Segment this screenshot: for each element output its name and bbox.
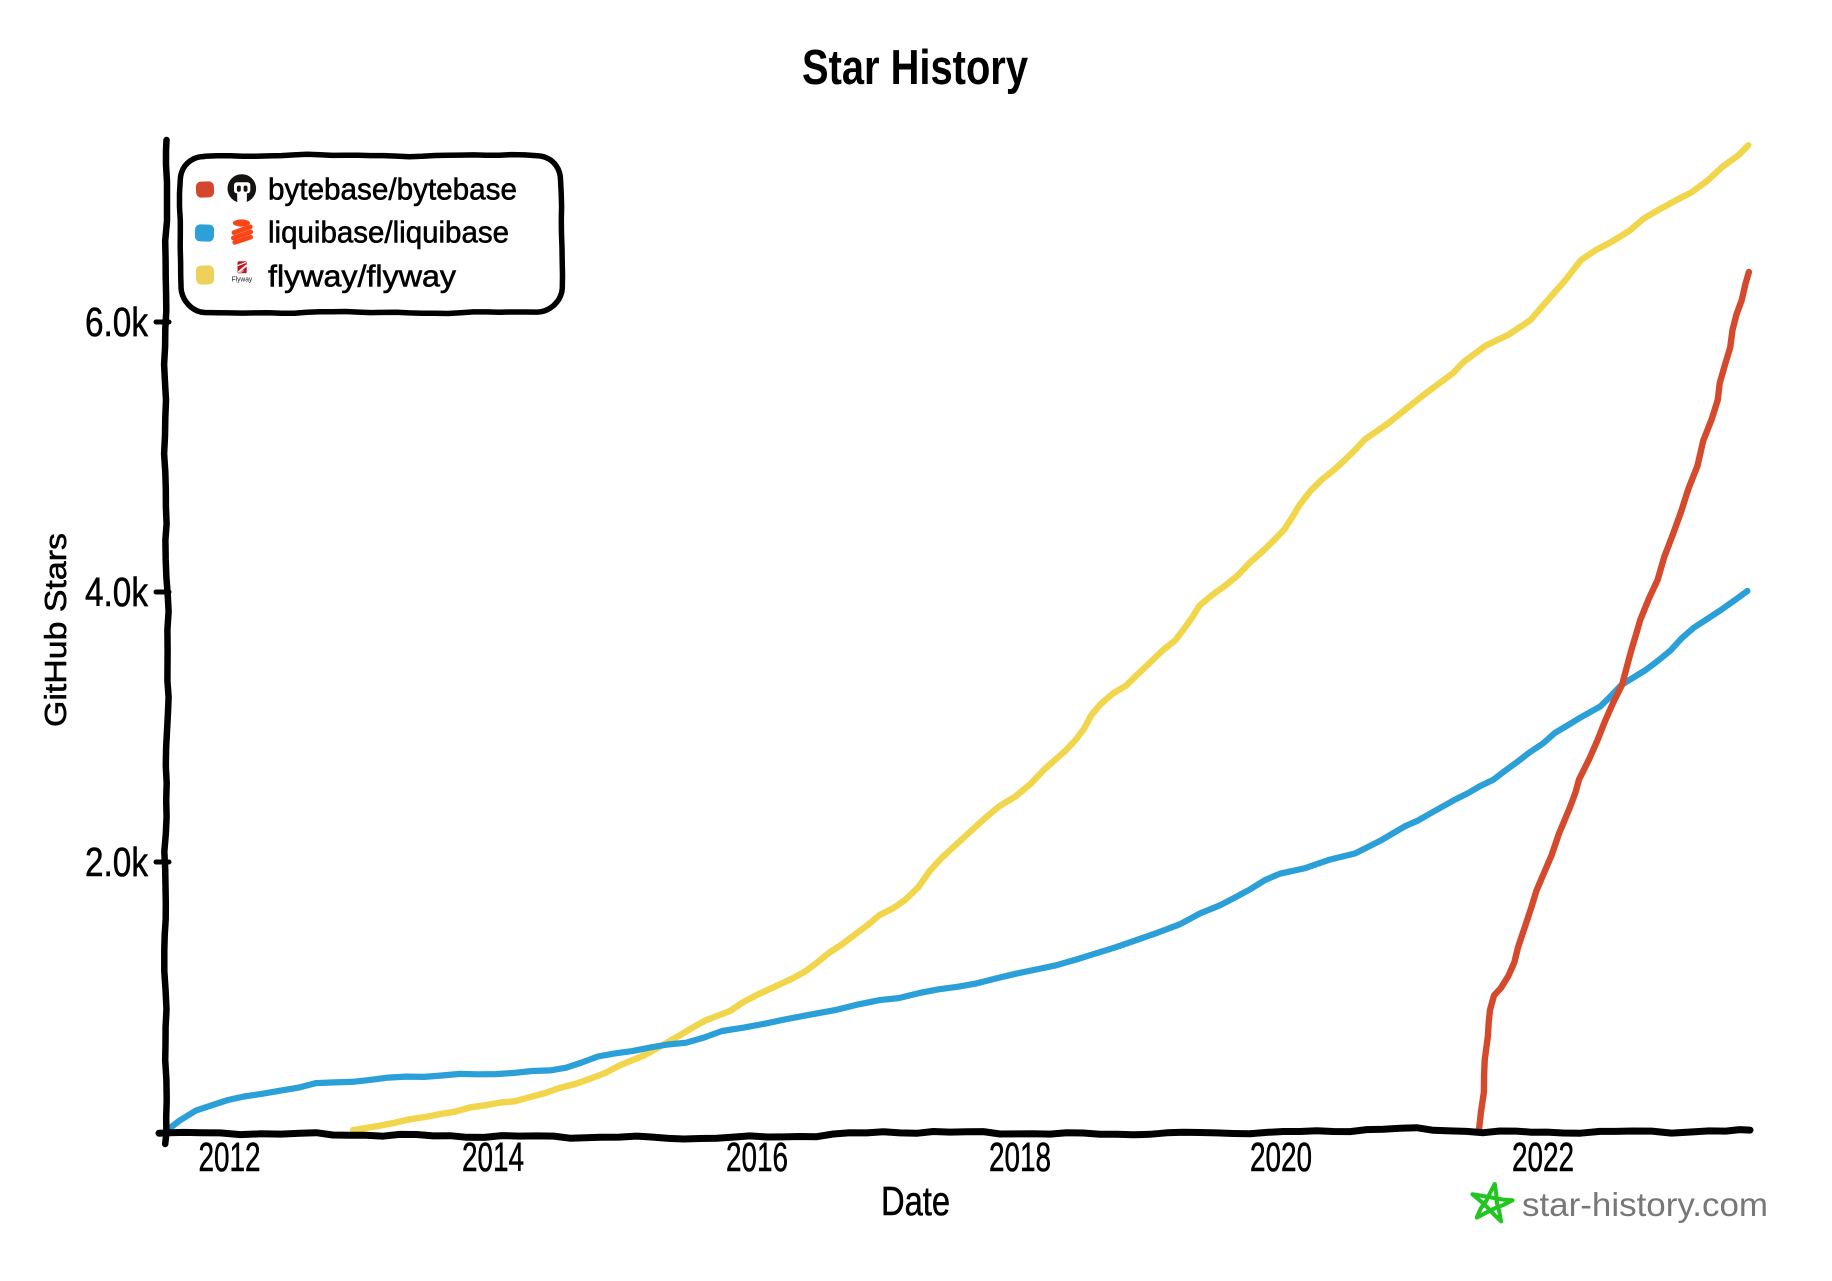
svg-text:flyway/flyway: flyway/flyway	[268, 259, 457, 294]
svg-text:2014: 2014	[462, 1134, 524, 1180]
svg-text:Star History: Star History	[802, 41, 1028, 95]
svg-text:GitHub Stars: GitHub Stars	[38, 533, 73, 727]
svg-text:2022: 2022	[1512, 1134, 1574, 1180]
svg-text:2018: 2018	[989, 1134, 1051, 1180]
svg-text:star-history.com: star-history.com	[1522, 1186, 1768, 1223]
svg-text:Flyway: Flyway	[232, 275, 253, 284]
svg-text:2012: 2012	[199, 1134, 261, 1180]
svg-text:2016: 2016	[726, 1134, 788, 1180]
svg-text:4.0k: 4.0k	[85, 569, 148, 615]
svg-text:Date: Date	[881, 1178, 950, 1224]
svg-text:liquibase/liquibase: liquibase/liquibase	[268, 215, 509, 250]
svg-text:6.0k: 6.0k	[85, 299, 148, 345]
svg-text:2020: 2020	[1250, 1134, 1312, 1180]
svg-text:2.0k: 2.0k	[85, 839, 148, 885]
svg-text:bytebase/bytebase: bytebase/bytebase	[268, 172, 517, 207]
